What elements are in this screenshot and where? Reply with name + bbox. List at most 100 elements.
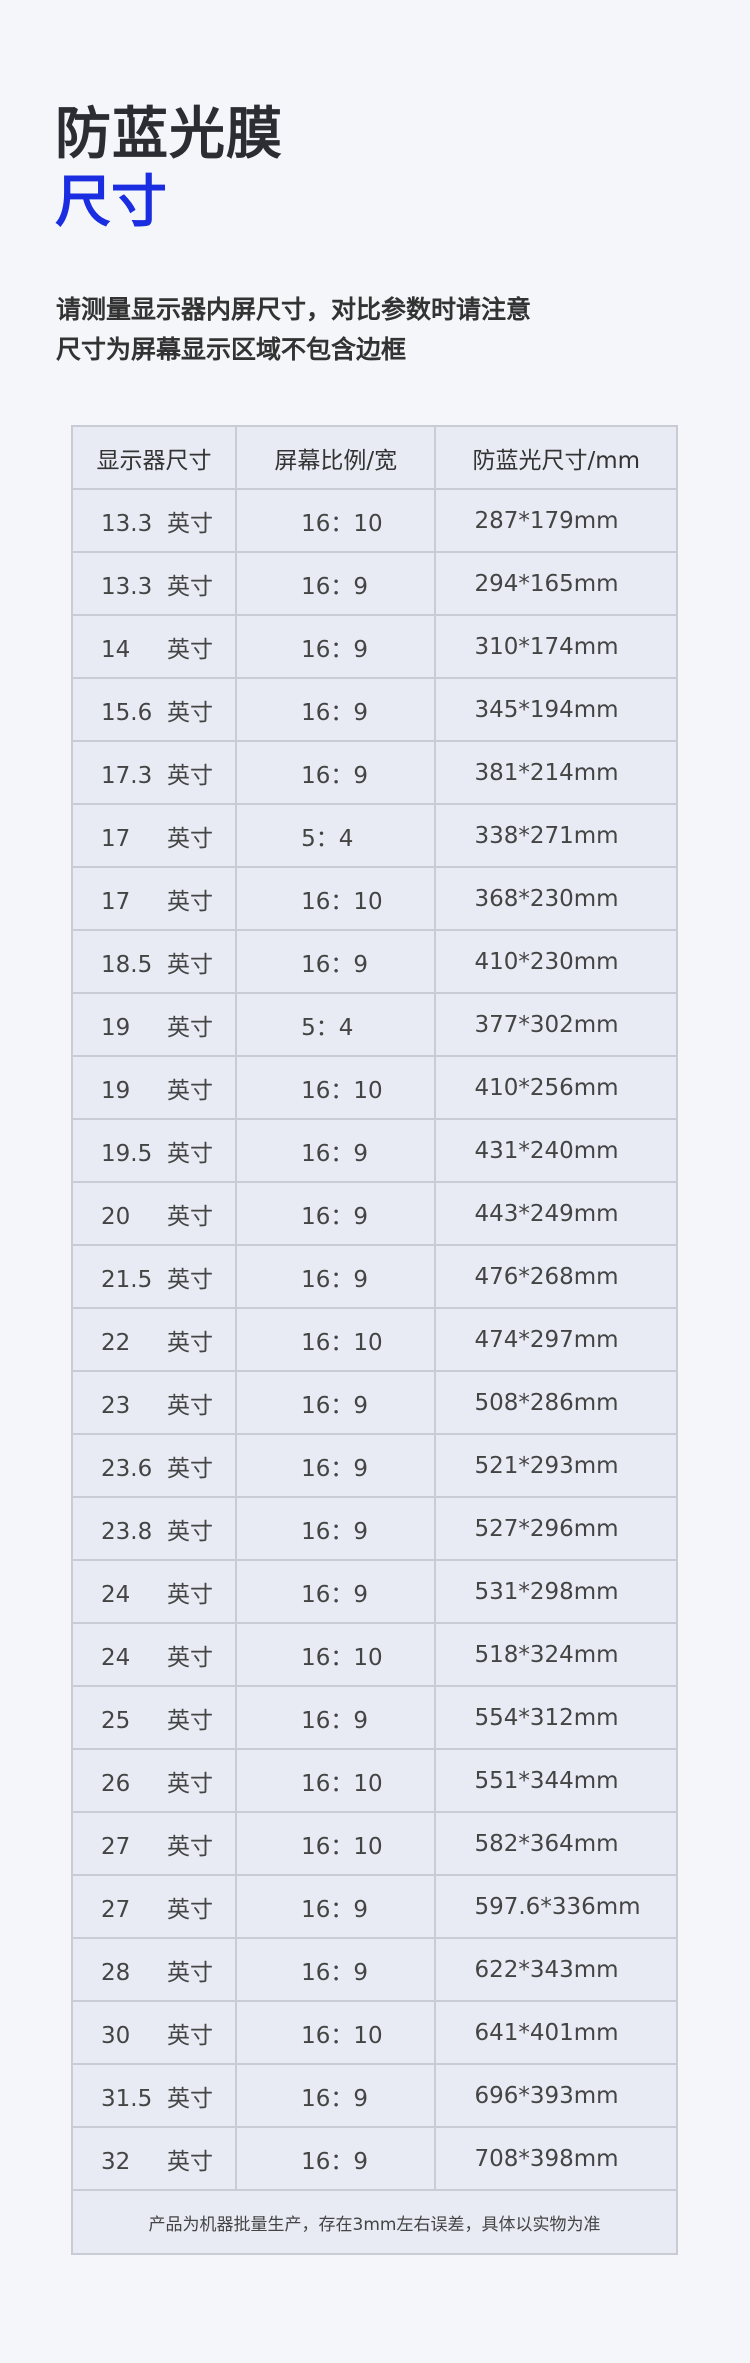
table-row: 21.5 英寸 16：9 476*268mm <box>70 1244 678 1309</box>
size-unit: 英寸 <box>167 1707 213 1734</box>
size-unit: 英寸 <box>167 951 213 978</box>
table-row: 24 英寸 16：10 518*324mm <box>70 1622 678 1687</box>
size-unit: 英寸 <box>167 1770 213 1797</box>
film-size-cell: 551*344mm <box>434 1748 678 1813</box>
size-value: 19.5 <box>101 1140 153 1167</box>
ratio-cell: 16：9 <box>235 551 437 616</box>
monitor-size-cell: 17 英寸 <box>70 866 238 931</box>
film-size-cell: 410*256mm <box>434 1055 678 1120</box>
ratio-cell: 16：9 <box>235 1433 437 1498</box>
film-size-cell: 431*240mm <box>434 1118 678 1183</box>
size-value: 23 <box>101 1392 131 1419</box>
header-film-size: 防蓝光尺寸/mm <box>434 425 678 490</box>
size-unit: 英寸 <box>167 1329 213 1356</box>
film-size-cell: 531*298mm <box>434 1559 678 1624</box>
size-unit: 英寸 <box>167 1077 213 1104</box>
film-size-cell: 287*179mm <box>434 488 678 553</box>
size-value: 19 <box>101 1014 131 1041</box>
table-row: 13.3 英寸 16：9 294*165mm <box>70 551 678 616</box>
film-size-cell: 345*194mm <box>434 677 678 742</box>
size-unit: 英寸 <box>167 1140 213 1167</box>
table-row: 31.5 英寸 16：9 696*393mm <box>70 2063 678 2128</box>
size-value: 20 <box>101 1203 131 1230</box>
monitor-size-cell: 21.5 英寸 <box>70 1244 238 1309</box>
ratio-cell: 16：10 <box>235 2000 437 2065</box>
size-unit: 英寸 <box>167 1392 213 1419</box>
size-value: 21.5 <box>101 1266 153 1293</box>
size-value: 30 <box>101 2022 131 2049</box>
size-unit: 英寸 <box>167 1518 213 1545</box>
film-size-cell: 377*302mm <box>434 992 678 1057</box>
monitor-size-cell: 23.8 英寸 <box>70 1496 238 1561</box>
monitor-size-cell: 24 英寸 <box>70 1622 238 1687</box>
ratio-cell: 16：9 <box>235 1685 437 1750</box>
film-size-cell: 476*268mm <box>434 1244 678 1309</box>
ratio-cell: 16：9 <box>235 740 437 805</box>
film-size-cell: 518*324mm <box>434 1622 678 1687</box>
table-row: 13.3 英寸 16：10 287*179mm <box>70 488 678 553</box>
size-value: 23.8 <box>101 1518 153 1545</box>
film-size-cell: 508*286mm <box>434 1370 678 1435</box>
monitor-size-cell: 24 英寸 <box>70 1559 238 1624</box>
table-header-row: 显示器尺寸 屏幕比例/宽 防蓝光尺寸/mm <box>70 425 678 490</box>
monitor-size-cell: 14 英寸 <box>70 614 238 679</box>
table-row: 23.6 英寸 16：9 521*293mm <box>70 1433 678 1498</box>
size-unit: 英寸 <box>167 2022 213 2049</box>
film-size-cell: 310*174mm <box>434 614 678 679</box>
film-size-cell: 582*364mm <box>434 1811 678 1876</box>
size-unit: 英寸 <box>167 762 213 789</box>
size-unit: 英寸 <box>167 1455 213 1482</box>
table-row: 23 英寸 16：9 508*286mm <box>70 1370 678 1435</box>
size-value: 17.3 <box>101 762 153 789</box>
description-line-1: 请测量显示器内屏尺寸，对比参数时请注意 <box>56 295 532 324</box>
size-value: 15.6 <box>101 699 153 726</box>
table-row: 22 英寸 16：10 474*297mm <box>70 1307 678 1372</box>
ratio-cell: 16：9 <box>235 1496 437 1561</box>
size-value: 17 <box>101 888 131 915</box>
size-unit: 英寸 <box>167 1959 213 1986</box>
size-value: 19 <box>101 1077 131 1104</box>
film-size-cell: 410*230mm <box>434 929 678 994</box>
monitor-size-cell: 28 英寸 <box>70 1937 238 2002</box>
film-size-cell: 474*297mm <box>434 1307 678 1372</box>
monitor-size-cell: 23 英寸 <box>70 1370 238 1435</box>
film-size-cell: 521*293mm <box>434 1433 678 1498</box>
size-unit: 英寸 <box>167 2085 213 2112</box>
film-size-cell: 527*296mm <box>434 1496 678 1561</box>
monitor-size-cell: 27 英寸 <box>70 1874 238 1939</box>
ratio-cell: 16：9 <box>235 1559 437 1624</box>
size-unit: 英寸 <box>167 699 213 726</box>
film-size-cell: 338*271mm <box>434 803 678 868</box>
film-size-cell: 554*312mm <box>434 1685 678 1750</box>
table-row: 14 英寸 16：9 310*174mm <box>70 614 678 679</box>
film-size-cell: 443*249mm <box>434 1181 678 1246</box>
monitor-size-cell: 32 英寸 <box>70 2126 238 2191</box>
description-line-2: 尺寸为屏幕显示区域不包含边框 <box>56 335 407 364</box>
size-value: 28 <box>101 1959 131 1986</box>
table-row: 19.5 英寸 16：9 431*240mm <box>70 1118 678 1183</box>
size-unit: 英寸 <box>167 1581 213 1608</box>
size-unit: 英寸 <box>167 636 213 663</box>
size-unit: 英寸 <box>167 888 213 915</box>
film-size-cell: 381*214mm <box>434 740 678 805</box>
page-title: 防蓝光膜 <box>55 102 283 167</box>
ratio-cell: 16：9 <box>235 2063 437 2128</box>
ratio-cell: 16：9 <box>235 1370 437 1435</box>
size-value: 23.6 <box>101 1455 153 1482</box>
size-value: 24 <box>101 1644 131 1671</box>
size-value: 13.3 <box>101 510 153 537</box>
description: 请测量显示器内屏尺寸，对比参数时请注意 尺寸为屏幕显示区域不包含边框 <box>56 290 531 370</box>
monitor-size-cell: 13.3 英寸 <box>70 551 238 616</box>
size-value: 22 <box>101 1329 131 1356</box>
ratio-cell: 16：10 <box>235 488 437 553</box>
size-value: 27 <box>101 1833 131 1860</box>
ratio-cell: 16：10 <box>235 1307 437 1372</box>
monitor-size-cell: 23.6 英寸 <box>70 1433 238 1498</box>
size-value: 32 <box>101 2148 131 2175</box>
size-table: 显示器尺寸 屏幕比例/宽 防蓝光尺寸/mm 13.3 英寸 16：10 287*179… <box>70 425 678 2255</box>
size-unit: 英寸 <box>167 1833 213 1860</box>
size-unit: 英寸 <box>167 1896 213 1923</box>
table-row: 30 英寸 16：10 641*401mm <box>70 2000 678 2065</box>
ratio-cell: 16：9 <box>235 1874 437 1939</box>
table-row: 19 英寸 16：10 410*256mm <box>70 1055 678 1120</box>
